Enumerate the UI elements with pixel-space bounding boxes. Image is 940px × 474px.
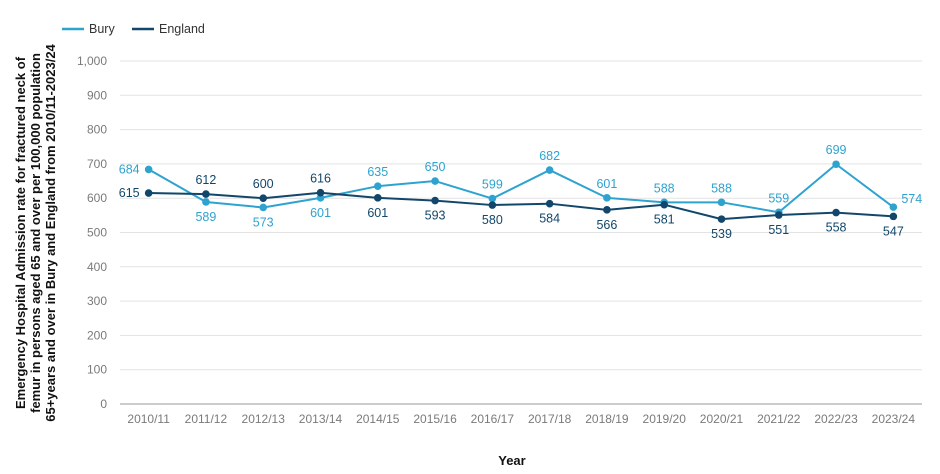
data-label-england: 558 bbox=[826, 221, 847, 235]
y-axis-title: Emergency Hospital Admission rate for fr… bbox=[13, 43, 58, 421]
data-point-bury bbox=[144, 165, 153, 174]
data-point-bury bbox=[832, 160, 840, 169]
y-tick-label: 500 bbox=[87, 226, 107, 240]
data-point-england bbox=[717, 215, 726, 223]
data-label-england: 547 bbox=[883, 224, 904, 238]
data-label-england: 539 bbox=[711, 227, 732, 241]
data-label-england: 551 bbox=[768, 223, 789, 237]
data-label-england: 581 bbox=[654, 213, 675, 227]
series-lines bbox=[144, 160, 898, 223]
x-tick-label: 2018/19 bbox=[585, 412, 629, 426]
data-label-england: 600 bbox=[253, 177, 274, 191]
x-tick-label: 2019/20 bbox=[643, 412, 687, 426]
data-point-england bbox=[488, 201, 497, 209]
data-label-bury: 559 bbox=[768, 191, 789, 205]
data-label-england: 566 bbox=[596, 218, 617, 232]
data-labels: 684 589 573 601 635 650 599 682 601 588 588 559 699 5… bbox=[119, 143, 922, 241]
x-axis-title: Year bbox=[498, 453, 525, 468]
y-axis-ticks: 0 100 200 300 400 500 600 700 800 900 1,000 bbox=[77, 54, 107, 411]
y-tick-label: 300 bbox=[87, 294, 107, 308]
data-point-england bbox=[202, 190, 210, 198]
data-label-england: 612 bbox=[195, 173, 216, 187]
data-point-bury bbox=[603, 194, 611, 202]
x-tick-label: 2011/12 bbox=[185, 412, 228, 426]
data-label-bury: 574 bbox=[901, 192, 922, 206]
data-point-bury bbox=[717, 198, 726, 207]
gridlines bbox=[120, 60, 922, 405]
data-label-england: 580 bbox=[482, 213, 503, 227]
data-label-england: 601 bbox=[367, 206, 388, 220]
legend-label-england: England bbox=[159, 22, 205, 36]
y-tick-label: 900 bbox=[87, 88, 107, 102]
data-point-england bbox=[545, 199, 554, 208]
y-tick-label: 600 bbox=[87, 191, 107, 205]
data-point-england bbox=[316, 188, 325, 197]
data-label-bury: 682 bbox=[539, 149, 560, 163]
data-label-bury: 699 bbox=[826, 143, 847, 157]
x-axis-ticks: 2010/11 2011/12 2012/13 2013/14 2014/15 2015/… bbox=[127, 412, 915, 426]
data-point-bury bbox=[259, 203, 268, 212]
data-label-bury: 588 bbox=[711, 181, 732, 195]
y-tick-label: 100 bbox=[87, 363, 107, 377]
data-label-bury: 588 bbox=[654, 181, 675, 195]
data-point-bury bbox=[202, 198, 210, 206]
y-tick-label: 200 bbox=[87, 328, 107, 342]
legend-label-bury: Bury bbox=[89, 22, 115, 36]
y-tick-label: 1,000 bbox=[77, 54, 107, 68]
data-label-england: 593 bbox=[425, 209, 446, 223]
x-tick-label: 2023/24 bbox=[872, 412, 916, 426]
y-tick-label: 0 bbox=[100, 397, 107, 411]
data-point-england bbox=[259, 194, 268, 202]
data-point-england bbox=[144, 189, 153, 197]
x-tick-label: 2012/13 bbox=[242, 412, 286, 426]
x-tick-label: 2022/23 bbox=[814, 412, 858, 426]
data-label-bury: 650 bbox=[425, 160, 446, 174]
x-tick-label: 2017/18 bbox=[528, 412, 572, 426]
data-point-england bbox=[431, 196, 439, 205]
legend: Bury England bbox=[62, 22, 205, 36]
data-point-england bbox=[774, 211, 783, 219]
x-tick-label: 2014/15 bbox=[356, 412, 400, 426]
data-label-bury: 601 bbox=[596, 177, 617, 191]
data-point-england bbox=[660, 200, 669, 209]
data-point-bury bbox=[545, 166, 554, 174]
x-tick-label: 2016/17 bbox=[471, 412, 515, 426]
data-label-bury: 599 bbox=[482, 178, 503, 192]
series-line-england bbox=[148, 191, 894, 221]
data-point-bury bbox=[431, 177, 439, 185]
data-point-england bbox=[889, 212, 898, 221]
y-tick-label: 700 bbox=[87, 157, 107, 171]
data-point-bury bbox=[889, 203, 898, 211]
data-label-england: 616 bbox=[310, 172, 331, 186]
x-tick-label: 2013/14 bbox=[299, 412, 343, 426]
data-label-england: 584 bbox=[539, 212, 560, 226]
y-tick-label: 400 bbox=[87, 260, 107, 274]
data-label-bury: 601 bbox=[310, 206, 331, 220]
data-label-bury: 635 bbox=[367, 165, 388, 179]
x-tick-label: 2020/21 bbox=[700, 412, 744, 426]
y-tick-label: 800 bbox=[87, 123, 107, 137]
data-label-england: 615 bbox=[119, 186, 140, 200]
data-label-bury: 589 bbox=[195, 210, 216, 224]
data-point-england bbox=[603, 206, 611, 214]
series-line-bury bbox=[148, 163, 894, 214]
data-point-england bbox=[832, 208, 840, 217]
x-tick-label: 2015/16 bbox=[413, 412, 457, 426]
data-point-bury bbox=[488, 194, 497, 203]
data-point-england bbox=[373, 194, 382, 202]
data-label-bury: 684 bbox=[119, 162, 140, 176]
data-label-bury: 573 bbox=[253, 215, 274, 229]
x-tick-label: 2021/22 bbox=[757, 412, 801, 426]
data-point-bury bbox=[373, 182, 382, 190]
x-tick-label: 2010/11 bbox=[127, 412, 170, 426]
